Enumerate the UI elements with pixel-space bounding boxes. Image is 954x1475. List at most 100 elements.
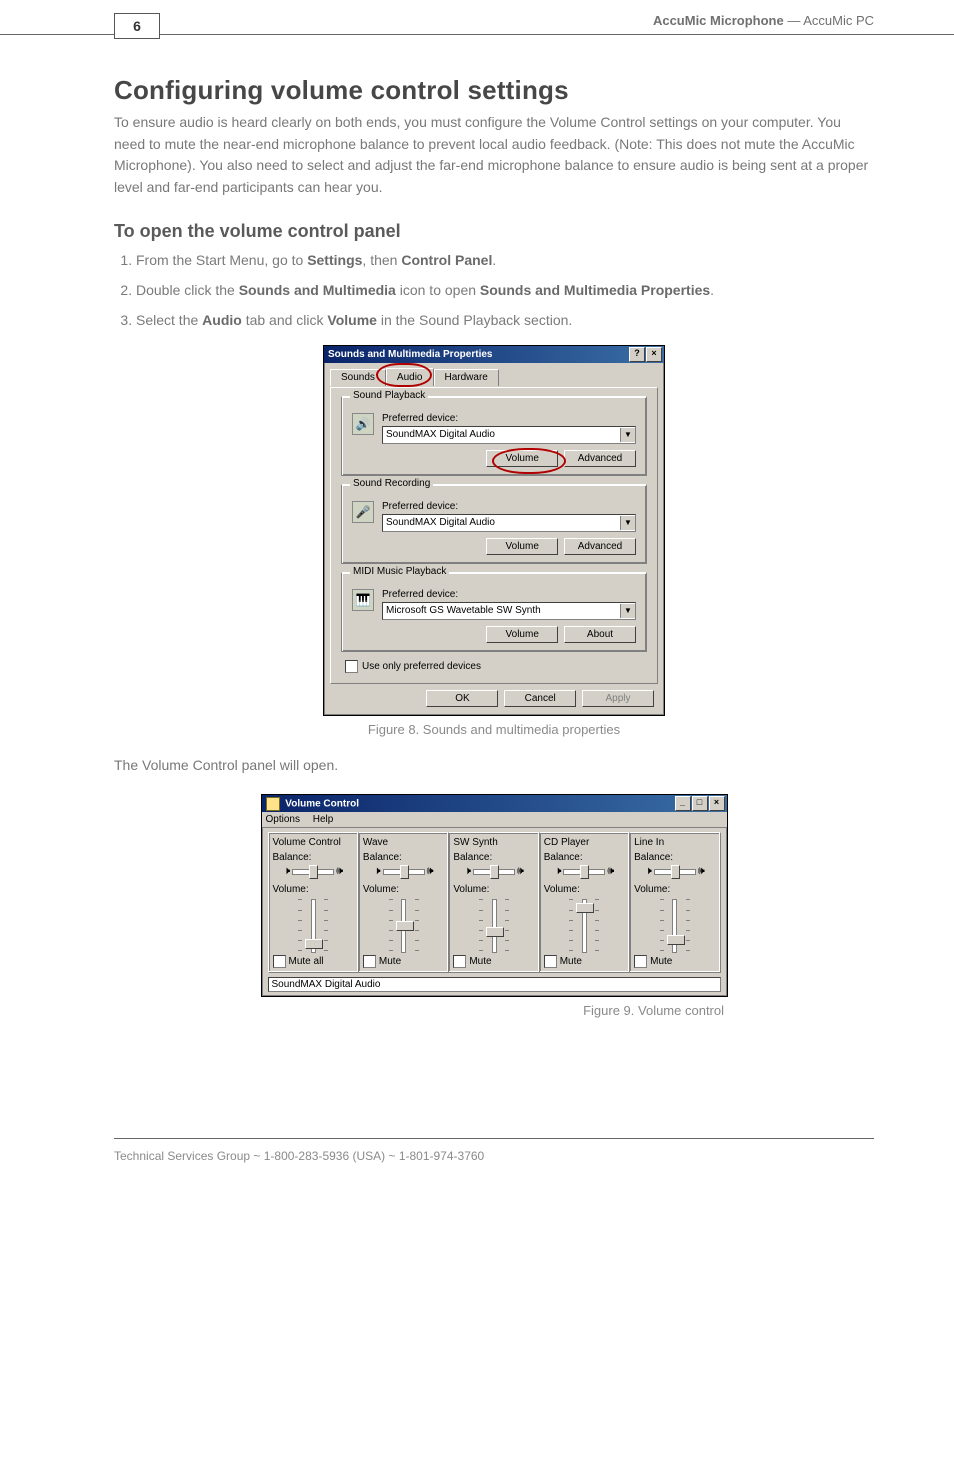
help-button[interactable]: ? [629, 347, 645, 362]
step-2: Double click the Sounds and Multimedia i… [136, 280, 874, 300]
menu-help[interactable]: Help [313, 814, 334, 825]
vc-balance-slider[interactable]: 🕨🕪 [632, 863, 717, 882]
midi-volume-button[interactable]: Volume [486, 626, 558, 643]
vc-volume-slider[interactable] [666, 899, 684, 951]
vc-volume-label: Volume: [451, 882, 536, 895]
section-heading: Configuring volume control settings [114, 75, 874, 106]
vc-channel: SW SynthBalance:🕨🕪Volume:Mute [449, 832, 539, 973]
figure-9-caption: Figure 9. Volume control [114, 1003, 724, 1018]
close-button[interactable]: × [709, 796, 725, 811]
menu-options[interactable]: Options [266, 814, 300, 825]
minimize-button[interactable]: _ [675, 796, 691, 811]
vc-channel: CD PlayerBalance:🕨🕪Volume:Mute [540, 832, 630, 973]
sounds-dialog-title: Sounds and Multimedia Properties [328, 349, 492, 360]
vc-balance-label: Balance: [542, 850, 627, 863]
use-only-preferred-row[interactable]: Use only preferred devices [345, 660, 647, 673]
maximize-button[interactable]: □ [692, 796, 708, 811]
page-content: Configuring volume control settings To e… [114, 75, 874, 1018]
speaker-right-icon: 🕪 [607, 865, 614, 878]
vc-mute-label: Mute [650, 956, 672, 967]
chevron-down-icon[interactable]: ▼ [620, 516, 635, 530]
vc-app-icon [266, 797, 280, 811]
vc-title: Volume Control [285, 798, 359, 809]
sounds-dialog-titlebar[interactable]: Sounds and Multimedia Properties ? × [324, 346, 664, 363]
vc-mute-row[interactable]: Mute [542, 953, 627, 970]
vc-mute-row[interactable]: Mute [361, 953, 446, 970]
apply-button[interactable]: Apply [582, 690, 654, 707]
vc-channel-name: SW Synth [451, 837, 536, 850]
playback-device-select[interactable]: SoundMAX Digital Audio ▼ [382, 426, 636, 444]
vc-balance-label: Balance: [361, 850, 446, 863]
speaker-icon: 🔊 [352, 413, 374, 435]
vc-mute-checkbox[interactable] [363, 955, 376, 968]
vc-mute-checkbox[interactable] [273, 955, 286, 968]
recording-device-select[interactable]: SoundMAX Digital Audio ▼ [382, 514, 636, 532]
vc-volume-slider[interactable] [395, 899, 413, 951]
vc-balance-slider[interactable]: 🕨🕪 [361, 863, 446, 882]
vc-mute-row[interactable]: Mute [451, 953, 536, 970]
chevron-down-icon[interactable]: ▼ [620, 428, 635, 442]
vc-titlebar[interactable]: Volume Control _ □ × [262, 795, 727, 812]
step-1: From the Start Menu, go to Settings, the… [136, 250, 874, 270]
volume-control-dialog: Volume Control _ □ × Options Help Volume… [261, 794, 728, 997]
vc-mute-label: Mute [560, 956, 582, 967]
playback-pref-label: Preferred device: [382, 413, 636, 424]
vc-mute-row[interactable]: Mute [632, 953, 717, 970]
midi-device-value: Microsoft GS Wavetable SW Synth [386, 605, 541, 616]
tabs-row: SoundsAudioHardware [324, 363, 664, 387]
speaker-right-icon: 🕪 [517, 865, 524, 878]
vc-mute-checkbox[interactable] [544, 955, 557, 968]
vc-channel-name: CD Player [542, 837, 627, 850]
vc-mute-checkbox[interactable] [634, 955, 647, 968]
steps-list: From the Start Menu, go to Settings, the… [114, 250, 874, 331]
use-only-preferred-label: Use only preferred devices [362, 661, 481, 672]
vc-mute-row[interactable]: Mute all [271, 953, 356, 970]
sound-playback-title: Sound Playback [350, 390, 428, 401]
vc-mute-label: Mute [469, 956, 491, 967]
vc-balance-label: Balance: [271, 850, 356, 863]
vc-statusbar: SoundMAX Digital Audio [268, 977, 721, 992]
speaker-left-icon: 🕨 [374, 865, 381, 878]
vc-body: Volume ControlBalance:🕨🕪Volume:Mute allW… [262, 828, 727, 977]
sound-recording-group: Sound Recording 🎤 Preferred device: Soun… [341, 484, 647, 564]
midi-about-button[interactable]: About [564, 626, 636, 643]
vc-channel: Line InBalance:🕨🕪Volume:Mute [630, 832, 720, 973]
playback-advanced-button[interactable]: Advanced [564, 450, 636, 467]
tab-hardware[interactable]: Hardware [434, 369, 499, 386]
playback-device-value: SoundMAX Digital Audio [386, 429, 495, 440]
vc-volume-slider[interactable] [575, 899, 593, 951]
cancel-button[interactable]: Cancel [504, 690, 576, 707]
ok-button[interactable]: OK [426, 690, 498, 707]
speaker-left-icon: 🕨 [283, 865, 290, 878]
vc-mute-checkbox[interactable] [453, 955, 466, 968]
sound-playback-group: Sound Playback 🔊 Preferred device: Sound… [341, 396, 647, 476]
sub-heading: To open the volume control panel [114, 221, 874, 242]
figure-8-caption: Figure 8. Sounds and multimedia properti… [114, 722, 874, 737]
vc-balance-slider[interactable]: 🕨🕪 [271, 863, 356, 882]
vc-volume-slider[interactable] [304, 899, 322, 951]
vc-channel-name: Wave [361, 837, 446, 850]
midi-playback-group: MIDI Music Playback 🎹 Preferred device: … [341, 572, 647, 652]
vc-channel: Volume ControlBalance:🕨🕪Volume:Mute all [268, 832, 359, 973]
vc-balance-slider[interactable]: 🕨🕪 [451, 863, 536, 882]
recording-advanced-button[interactable]: Advanced [564, 538, 636, 555]
vc-balance-slider[interactable]: 🕨🕪 [542, 863, 627, 882]
speaker-right-icon: 🕪 [698, 865, 705, 878]
recording-device-value: SoundMAX Digital Audio [386, 517, 495, 528]
vc-volume-slider[interactable] [485, 899, 503, 951]
step-3: Select the Audio tab and click Volume in… [136, 310, 874, 330]
midi-device-select[interactable]: Microsoft GS Wavetable SW Synth ▼ [382, 602, 636, 620]
recording-volume-button[interactable]: Volume [486, 538, 558, 555]
volume-button-highlight [492, 448, 566, 474]
sounds-properties-dialog: Sounds and Multimedia Properties ? × Sou… [323, 345, 665, 716]
running-header: AccuMic Microphone — AccuMic PC [653, 13, 874, 28]
close-button[interactable]: × [646, 347, 662, 362]
page-footer: Technical Services Group ~ 1-800-283-593… [114, 1149, 874, 1163]
dialog-footer: OK Cancel Apply [324, 690, 664, 715]
mid-paragraph: The Volume Control panel will open. [114, 755, 874, 777]
vc-balance-label: Balance: [632, 850, 717, 863]
use-only-preferred-checkbox[interactable] [345, 660, 358, 673]
vc-volume-label: Volume: [271, 882, 356, 895]
chevron-down-icon[interactable]: ▼ [620, 604, 635, 618]
running-header-bold: AccuMic Microphone [653, 13, 784, 28]
